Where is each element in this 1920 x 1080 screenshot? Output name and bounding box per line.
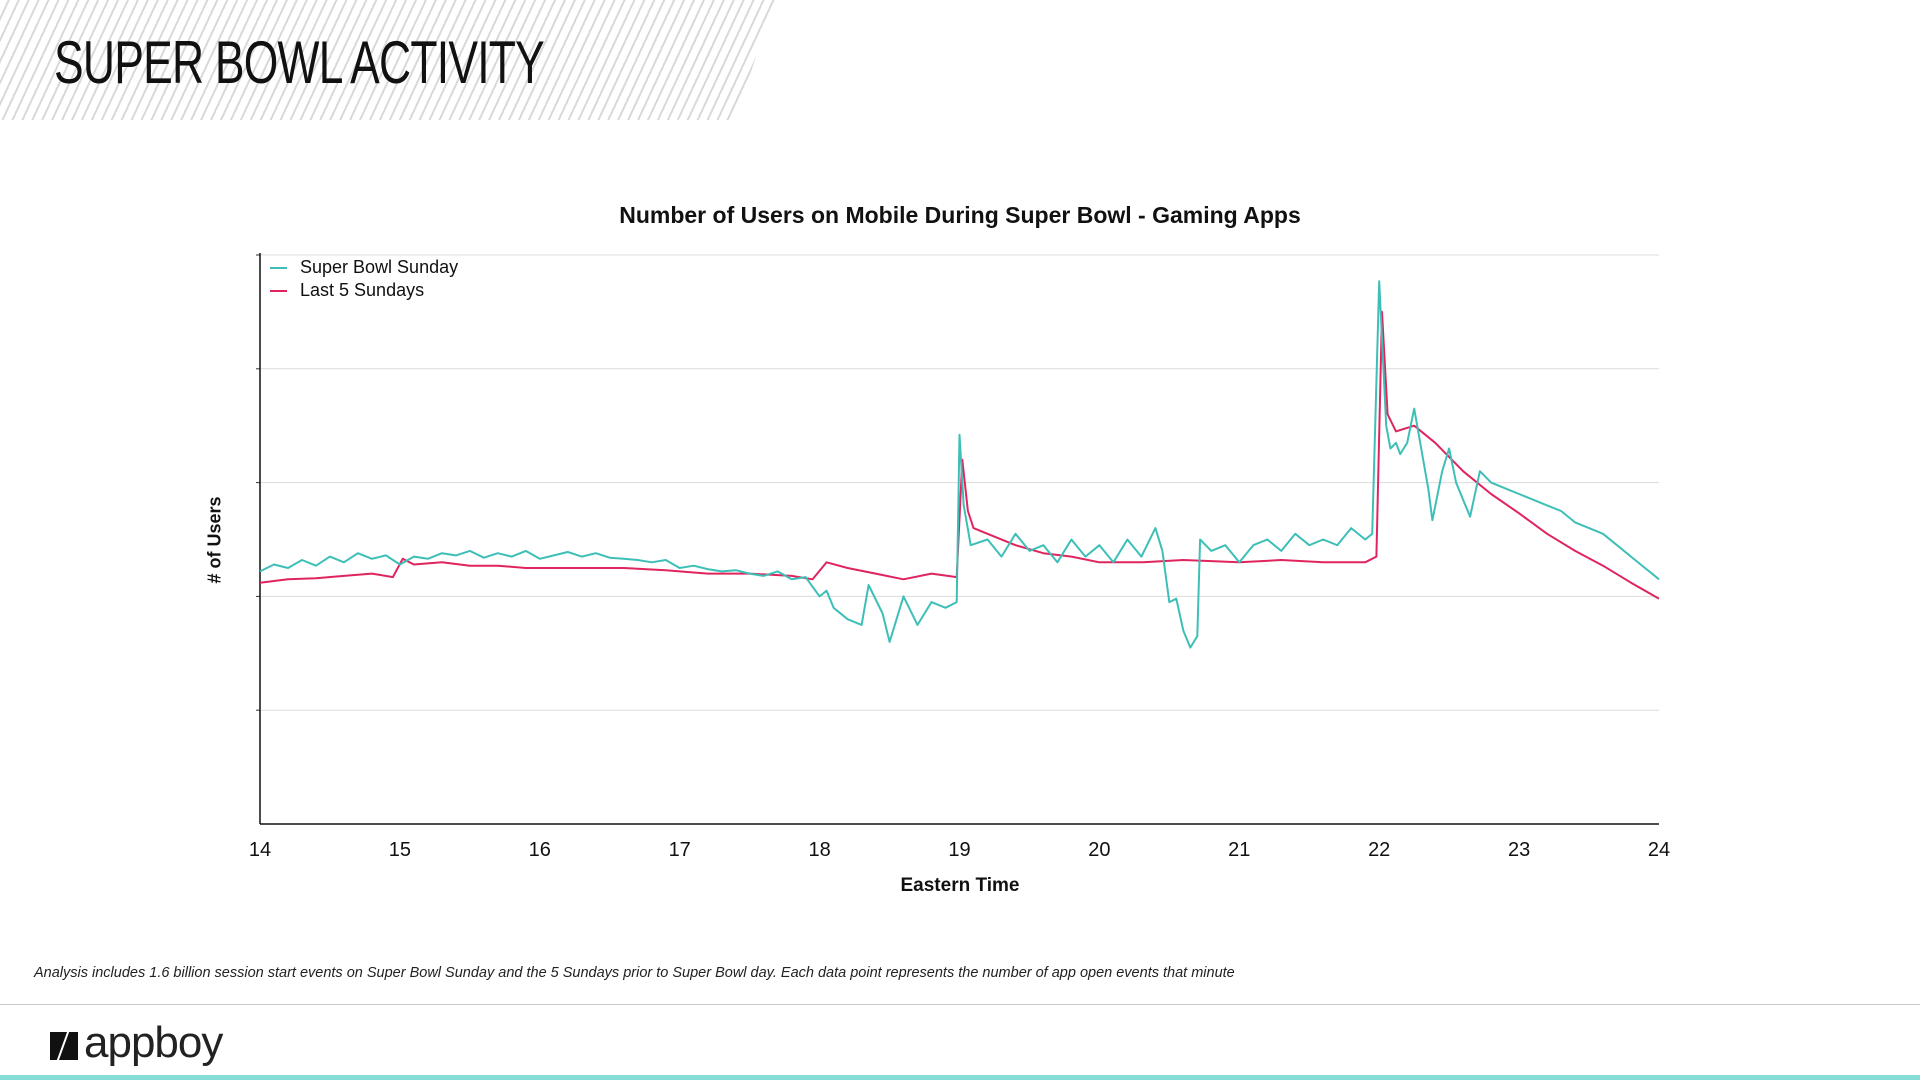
x-tick-label: 17 [669, 839, 691, 861]
x-tick-label: 16 [529, 839, 551, 861]
x-tick-label: 14 [249, 839, 271, 861]
chart-title: Number of Users on Mobile During Super B… [619, 202, 1301, 228]
legend-item-last-5: Last 5 Sundays [270, 279, 458, 302]
y-axis-label: # of Users [204, 496, 225, 584]
x-tick-label: 20 [1088, 839, 1110, 861]
x-tick-label: 19 [948, 839, 970, 861]
footer-divider [0, 1004, 1920, 1005]
header-hatch-band [0, 0, 775, 120]
x-axis-label: Eastern Time [900, 875, 1020, 896]
legend-swatch [270, 266, 287, 269]
legend-label: Super Bowl Sunday [300, 257, 459, 277]
chart-legend: Super Bowl Sunday Last 5 Sundays [270, 256, 458, 302]
logo-mark-icon [50, 1032, 78, 1060]
x-tick-label: 21 [1228, 839, 1250, 861]
x-tick-label: 22 [1368, 839, 1390, 861]
legend-label: Last 5 Sundays [300, 280, 425, 300]
x-tick-label: 18 [808, 839, 830, 861]
accent-bar [0, 1075, 1920, 1080]
logo-text: appboy [84, 1018, 223, 1067]
page-title: SUPER BOWL ACTIVITY [54, 29, 545, 96]
footnote: Analysis includes 1.6 billion session st… [34, 965, 1235, 981]
appboy-logo: appboy [50, 1018, 223, 1068]
legend-item-super-bowl: Super Bowl Sunday [270, 256, 458, 279]
series-line-super-bowl-sunday [259, 280, 1660, 649]
x-tick-label: 23 [1508, 839, 1530, 861]
legend-swatch [270, 289, 287, 292]
x-tick-label: 24 [1648, 839, 1670, 861]
x-tick-label: 15 [389, 839, 411, 861]
